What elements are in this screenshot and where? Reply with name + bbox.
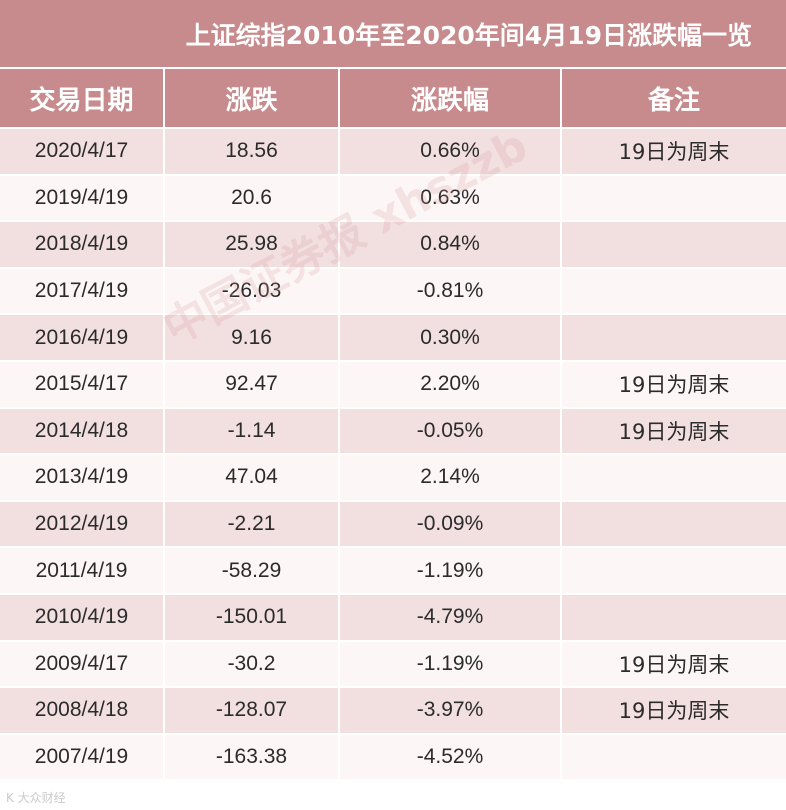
table-row: 2014/4/18 -1.14 -0.05% 19日为周末 (0, 408, 786, 456)
cell-date: 2014/4/18 (0, 408, 165, 454)
table-row: 2019/4/19 20.6 0.63% (0, 175, 786, 223)
cell-note: 19日为周末 (618, 140, 730, 165)
cell-pct: -1.19% (340, 548, 562, 593)
cell-pct: 0.66% (340, 129, 562, 174)
cell-pct: 2.14% (340, 455, 562, 500)
cell-change: -1.14 (165, 408, 340, 454)
cell-pct: 0.30% (340, 315, 562, 360)
table-row: 2015/4/17 92.47 2.20% 19日为周末 (0, 361, 786, 409)
cell-note (562, 548, 786, 593)
table-title: 上证综指2010年至2020年间4月19日涨跌幅一览 (0, 0, 786, 67)
cell-change: -150.01 (165, 594, 340, 640)
cell-pct: -4.79% (340, 594, 562, 640)
cell-pct: 2.20% (340, 361, 562, 407)
table-header: 交易日期 涨跌 涨跌幅 备注 (0, 69, 786, 127)
header-change: 涨跌 (165, 69, 340, 127)
cell-pct: -0.05% (340, 408, 562, 454)
cell-date: 2013/4/19 (0, 455, 165, 500)
cell-note (562, 502, 786, 547)
cell-change: -58.29 (165, 548, 340, 593)
cell-date: 2020/4/17 (0, 129, 165, 174)
table-row: 2012/4/19 -2.21 -0.09% (0, 501, 786, 549)
header-date: 交易日期 (0, 69, 165, 127)
cell-date: 2010/4/19 (0, 594, 165, 640)
table-row: 2009/4/17 -30.2 -1.19% 19日为周末 (0, 641, 786, 689)
cell-note (562, 735, 786, 780)
cell-note (562, 595, 786, 640)
header-note: 备注 (647, 85, 700, 116)
cell-pct: 0.84% (340, 222, 562, 267)
cell-change: 47.04 (165, 455, 340, 500)
cell-note (562, 315, 786, 360)
cell-change: -163.38 (165, 734, 340, 780)
table-row: 2007/4/19 -163.38 -4.52% (0, 734, 786, 782)
table-row: 2017/4/19 -26.03 -0.81% (0, 268, 786, 316)
cell-pct: -0.09% (340, 501, 562, 547)
cell-note: 19日为周末 (618, 652, 730, 677)
header-pct: 涨跌幅 (340, 69, 562, 127)
cell-date: 2012/4/19 (0, 501, 165, 547)
table-row: 2010/4/19 -150.01 -4.79% (0, 594, 786, 642)
cell-change: -2.21 (165, 501, 340, 547)
cell-date: 2008/4/18 (0, 688, 165, 733)
table-body: 2020/4/17 18.56 0.66% 19日为周末 2019/4/19 20.6 0.… (0, 129, 786, 782)
cell-change: 92.47 (165, 361, 340, 407)
cell-note (562, 222, 786, 267)
table-row: 2008/4/18 -128.07 -3.97% 19日为周末 (0, 688, 786, 735)
cell-note (562, 455, 786, 500)
cell-change: -128.07 (165, 688, 340, 733)
table-title-text: 上证综指2010年至2020年间4月19日涨跌幅一览 (185, 20, 752, 50)
cell-pct: -4.52% (340, 734, 562, 780)
cell-date: 2019/4/19 (0, 175, 165, 221)
table-row: 2018/4/19 25.98 0.84% (0, 222, 786, 269)
cell-pct: 0.63% (340, 175, 562, 221)
cell-note: 19日为周末 (618, 373, 730, 398)
cell-pct: -3.97% (340, 688, 562, 733)
table-row: 2016/4/19 9.16 0.30% (0, 315, 786, 362)
cell-date: 2016/4/19 (0, 315, 165, 360)
cell-change: 20.6 (165, 175, 340, 221)
cell-date: 2018/4/19 (0, 222, 165, 267)
corner-logo-mark: K 大众财经 (6, 791, 66, 805)
cell-note (562, 269, 786, 314)
cell-change: -30.2 (165, 641, 340, 687)
cell-note: 19日为周末 (618, 699, 730, 724)
cell-note (562, 176, 786, 221)
cell-date: 2011/4/19 (0, 548, 165, 593)
cell-pct: -0.81% (340, 268, 562, 314)
table-row: 2011/4/19 -58.29 -1.19% (0, 548, 786, 595)
cell-date: 2015/4/17 (0, 361, 165, 407)
cell-change: 9.16 (165, 315, 340, 360)
cell-pct: -1.19% (340, 641, 562, 687)
cell-date: 2007/4/19 (0, 734, 165, 780)
table-row: 2020/4/17 18.56 0.66% 19日为周末 (0, 129, 786, 176)
cell-change: 25.98 (165, 222, 340, 267)
table-row: 2013/4/19 47.04 2.14% (0, 455, 786, 502)
cell-date: 2009/4/17 (0, 641, 165, 687)
cell-note: 19日为周末 (618, 419, 730, 444)
cell-change: -26.03 (165, 268, 340, 314)
cell-date: 2017/4/19 (0, 268, 165, 314)
cell-change: 18.56 (165, 129, 340, 174)
